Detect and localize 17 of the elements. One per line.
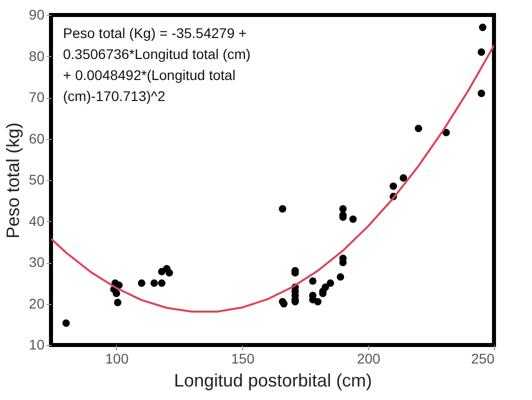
y-tick-label: 60 bbox=[28, 130, 45, 146]
x-tick-label: 250 bbox=[471, 350, 495, 366]
x-tick-label: 150 bbox=[231, 350, 255, 366]
x-tick-label: 100 bbox=[105, 350, 129, 366]
y-tick-label: 10 bbox=[28, 336, 45, 352]
annotation: Peso total (Kg) = -35.54279 + 0.3506736*Longitud total (cm) + 0.0048492*(Longitud total (cm)-170.713)^2 bbox=[63, 25, 251, 104]
line-series bbox=[51, 44, 494, 313]
y-tick-label: 30 bbox=[28, 254, 45, 270]
y-tick-label: 90 bbox=[28, 6, 45, 22]
y-tick-label: 20 bbox=[28, 295, 45, 312]
y-tick-label: 70 bbox=[28, 89, 45, 105]
y-axis-title: Peso total (kg) bbox=[2, 122, 23, 239]
y-tick-label: 40 bbox=[28, 212, 45, 229]
y-tick-label: 50 bbox=[28, 172, 45, 188]
y-tick-label: 80 bbox=[28, 48, 45, 64]
x-axis-title: Longitud postorbital (cm) bbox=[174, 370, 372, 390]
x-tick-label: 200 bbox=[356, 350, 381, 366]
